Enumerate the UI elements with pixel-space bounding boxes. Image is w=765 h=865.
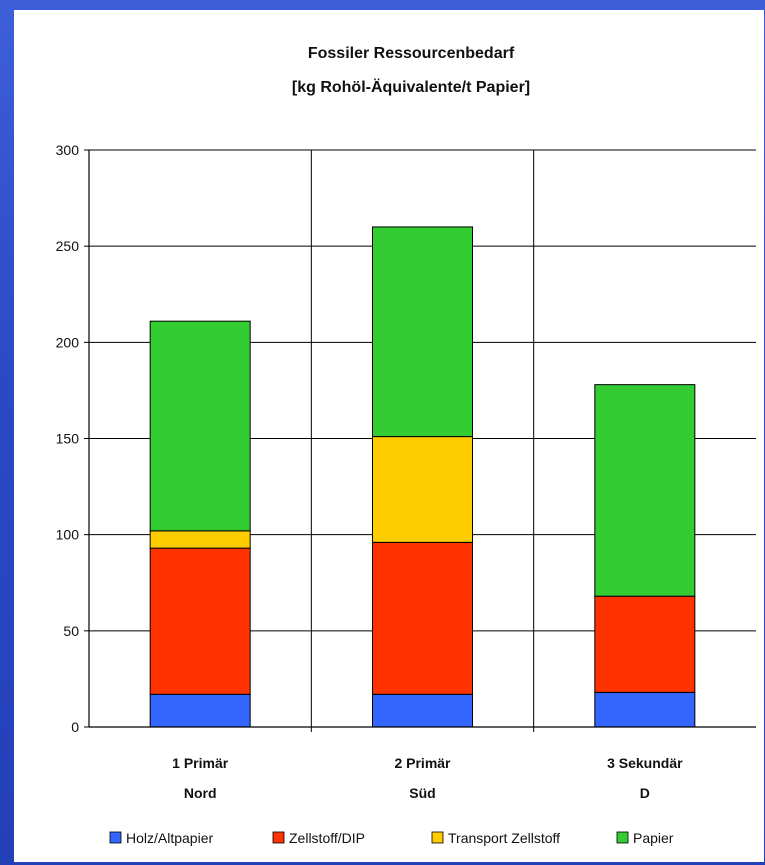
x-category-label: 2 Primär xyxy=(394,755,451,771)
bar-segment-papier-3 xyxy=(594,384,696,597)
bars xyxy=(149,226,696,728)
bar-segment-papier-1 xyxy=(149,320,251,532)
x-category-label: D xyxy=(640,785,650,801)
stacked-bar-chart: Fossiler Ressourcenbedarf [kg Rohöl-Äqui… xyxy=(56,45,756,846)
bar-segment-holz-altpapier-1 xyxy=(149,693,251,728)
chart-panel: Fossiler Ressourcenbedarf [kg Rohöl-Äqui… xyxy=(14,10,764,862)
legend-swatch xyxy=(616,831,629,844)
bar-segment-zellstoff-dip-2 xyxy=(372,541,473,695)
legend-label: Transport Zellstoff xyxy=(448,830,560,846)
y-tick-label: 150 xyxy=(56,431,80,447)
bar-segment-transport-zellstoff-2 xyxy=(372,436,473,543)
bar-segment-transport-zellstoff-1 xyxy=(149,530,251,549)
bar-segment-holz-altpapier-2 xyxy=(372,693,473,728)
y-tick-label: 0 xyxy=(71,719,79,735)
bar-segment-papier-2 xyxy=(372,226,473,438)
legend: Holz/Altpapier Zellstoff/DIP Transport Zel… xyxy=(109,830,674,846)
y-tick-label: 50 xyxy=(63,623,79,639)
legend-label: Zellstoff/DIP xyxy=(289,830,365,846)
bar-segment-zellstoff-dip-1 xyxy=(149,547,251,695)
legend-swatch xyxy=(109,831,122,844)
legend-swatch xyxy=(272,831,285,844)
x-category-label: 3 Sekundär xyxy=(607,755,683,771)
bar-segment-zellstoff-dip-3 xyxy=(594,595,696,693)
bar-segment-holz-altpapier-3 xyxy=(594,691,696,728)
x-category-label: Süd xyxy=(409,785,435,801)
x-category-label: 1 Primär xyxy=(172,755,229,771)
chart-title: Fossiler Ressourcenbedarf [kg Rohöl-Äqui… xyxy=(292,45,530,96)
y-tick-label: 200 xyxy=(56,334,80,350)
y-tick-label: 100 xyxy=(56,527,80,543)
y-axis-ticks: 0 50 100 150 200 250 300 xyxy=(56,142,89,735)
y-tick-label: 250 xyxy=(56,238,80,254)
x-category-label: Nord xyxy=(184,785,217,801)
chart-title-line-1: Fossiler Ressourcenbedarf xyxy=(308,45,515,62)
legend-label: Holz/Altpapier xyxy=(126,830,213,846)
x-axis-categories: 1 Primär Nord 2 Primär Süd 3 Sekundär D xyxy=(172,755,683,801)
legend-swatch xyxy=(431,831,444,844)
y-tick-label: 300 xyxy=(56,142,80,158)
legend-label: Papier xyxy=(633,830,674,846)
chart-title-line-2: [kg Rohöl-Äquivalente/t Papier] xyxy=(292,78,530,96)
